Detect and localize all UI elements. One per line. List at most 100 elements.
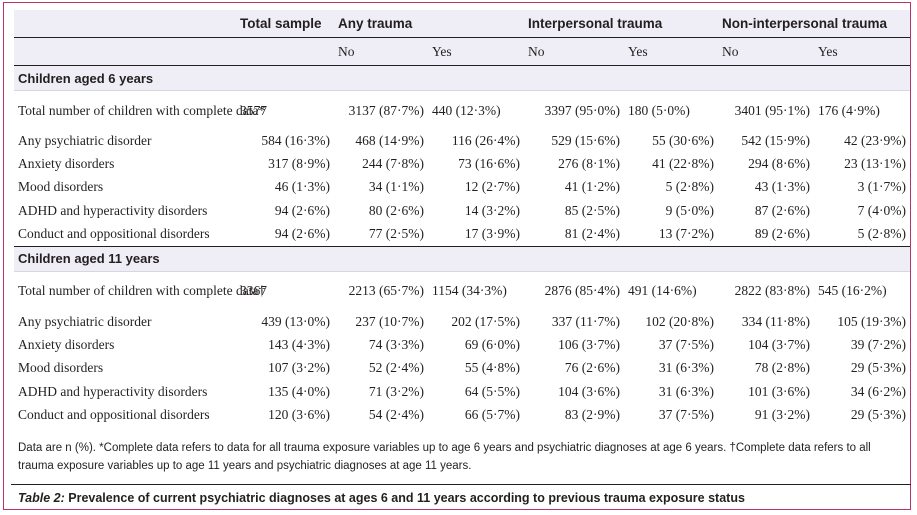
cell-any-yes: 1154 (34·3%) [432, 283, 507, 299]
cell-total: 107 (3·2%) [268, 360, 330, 376]
cell-any-yes: 116 (26·4%) [451, 132, 520, 148]
any-trauma-header: Any trauma [334, 10, 524, 38]
table-notes: Data are n (%). *Complete data refers to… [18, 442, 871, 472]
caption-label: Table 2: [18, 491, 65, 505]
cell-non-no: 89 (2·6%) [754, 226, 811, 242]
table-row: Any psychiatric disorder 584 (16·3%) 468 (… [14, 129, 910, 152]
cell-non-no: 3401 (95·1%) [734, 102, 811, 118]
any-trauma-no-header: No [334, 37, 428, 66]
cell-any-no: 77 (2·5%) [368, 226, 424, 242]
cell-inter-yes: 37 (7·5%) [658, 407, 715, 423]
cell-inter-yes: 180 (5·0%) [628, 102, 690, 118]
cell-inter-yes: 9 (5·0%) [665, 202, 715, 218]
cell-non-no: 87 (2·6%) [754, 202, 811, 218]
cell-total: 317 (8·9%) [268, 156, 330, 172]
row-label: Conduct and oppositional disorders [18, 226, 210, 242]
cell-inter-yes: 55 (30·6%) [652, 132, 715, 148]
cell-inter-yes: 37 (7·5%) [658, 337, 715, 353]
cell-non-yes: 176 (4·9%) [818, 102, 880, 118]
table-row: Anxiety disorders 143 (4·3%) 74 (3·3%) 69 (… [14, 333, 910, 356]
cell-non-yes: 39 (7·2%) [850, 337, 907, 353]
cell-inter-no: 529 (15·6%) [551, 132, 620, 148]
cell-any-yes: 73 (16·6%) [458, 156, 520, 172]
cell-any-no: 34 (1·1%) [368, 179, 424, 195]
cell-inter-no: 106 (3·7%) [558, 337, 620, 353]
cell-any-no: 237 (10·7%) [355, 313, 424, 329]
cell-inter-no: 104 (3·6%) [558, 383, 620, 399]
cell-total: 439 (13·0%) [261, 313, 330, 329]
cell-inter-yes: 5 (2·8%) [665, 179, 715, 195]
cell-any-yes: 17 (3·9%) [464, 226, 520, 242]
row-label: ADHD and hyperactivity disorders [18, 383, 208, 399]
row-label: Anxiety disorders [18, 337, 115, 353]
cell-inter-no: 83 (2·9%) [564, 407, 620, 423]
row-label: Total number of children with complete d… [18, 102, 266, 118]
cell-any-no: 74 (3·3%) [368, 337, 424, 353]
cell-non-no: 334 (11·8%) [741, 313, 811, 329]
cell-non-yes: 29 (5·3%) [850, 407, 907, 423]
cell-any-no: 80 (2·6%) [368, 202, 424, 218]
table-row: Conduct and oppositional disorders 120 (3… [14, 404, 910, 427]
cell-total: 143 (4·3%) [268, 337, 330, 353]
cell-any-yes: 64 (5·5%) [464, 383, 520, 399]
row-label: Any psychiatric disorder [18, 313, 152, 329]
cell-non-yes: 34 (6·2%) [850, 383, 907, 399]
table-row: Conduct and oppositional disorders 94 (2·… [14, 223, 910, 247]
section-title: Children aged 6 years [14, 65, 911, 91]
cell-any-no: 71 (3·2%) [368, 383, 424, 399]
cell-non-yes: 23 (13·1%) [844, 156, 907, 172]
table-caption: Table 2: Prevalence of current psychiatr… [11, 484, 911, 511]
cell-non-no: 104 (3·7%) [748, 337, 811, 353]
table-row: Mood disorders 46 (1·3%) 34 (1·1%) 12 (2·7%… [14, 176, 910, 199]
table-row: Total number of children with complete d… [14, 91, 910, 130]
cell-inter-yes: 31 (6·3%) [658, 360, 715, 376]
caption-text: Prevalence of current psychiatric diagno… [64, 491, 745, 505]
cell-any-no: 244 (7·8%) [362, 156, 424, 172]
cell-inter-no: 85 (2·5%) [564, 202, 620, 218]
cell-non-no: 294 (8·6%) [748, 156, 811, 172]
cell-inter-no: 3397 (95·0%) [544, 102, 620, 118]
cell-inter-no: 41 (1·2%) [564, 179, 620, 195]
non-interpersonal-no-header: No [718, 37, 815, 66]
cell-any-yes: 440 (12·3%) [432, 102, 501, 118]
cell-non-yes: 545 (16·2%) [818, 283, 887, 299]
row-label: ADHD and hyperactivity disorders [18, 202, 208, 218]
interpersonal-no-header: No [524, 37, 624, 66]
cell-any-yes: 14 (3·2%) [464, 202, 520, 218]
cell-any-no: 54 (2·4%) [368, 407, 424, 423]
cell-inter-no: 76 (2·6%) [564, 360, 620, 376]
row-label: Conduct and oppositional disorders [18, 407, 210, 423]
cell-non-no: 78 (2·8%) [754, 360, 811, 376]
interpersonal-yes-header: Yes [624, 37, 719, 66]
cell-non-yes: 7 (4·0%) [857, 202, 907, 218]
cell-inter-yes: 491 (14·6%) [628, 283, 697, 299]
cell-any-no: 468 (14·9%) [355, 132, 424, 148]
cell-total: 94 (2·6%) [274, 202, 330, 218]
cell-inter-no: 81 (2·4%) [564, 226, 620, 242]
row-label: Mood disorders [18, 360, 104, 376]
cell-inter-yes: 41 (22·8%) [652, 156, 715, 172]
cell-non-no: 43 (1·3%) [754, 179, 811, 195]
cell-any-yes: 66 (5·7%) [464, 407, 520, 423]
cell-inter-yes: 31 (6·3%) [658, 383, 715, 399]
cell-total: 120 (3·6%) [268, 407, 330, 423]
cell-non-yes: 105 (19·3%) [837, 313, 907, 329]
cell-total: 94 (2·6%) [274, 226, 330, 242]
table-row: Anxiety disorders 317 (8·9%) 244 (7·8%) 73 … [14, 152, 910, 175]
non-interpersonal-yes-header: Yes [814, 37, 911, 66]
cell-non-yes: 42 (23·9%) [844, 132, 907, 148]
cell-total: 584 (16·3%) [261, 132, 330, 148]
row-label: Anxiety disorders [18, 156, 115, 172]
cell-any-yes: 12 (2·7%) [464, 179, 520, 195]
cell-inter-no: 337 (11·7%) [551, 313, 620, 329]
section-title: Children aged 11 years [14, 245, 911, 272]
table-row: Any psychiatric disorder 439 (13·0%) 237 (… [14, 310, 910, 333]
cell-non-yes: 29 (5·3%) [850, 360, 907, 376]
cell-inter-no: 2876 (85·4%) [544, 283, 620, 299]
cell-total: 46 (1·3%) [274, 179, 330, 195]
data-table: Total sample Any trauma Interpersonal tr… [14, 10, 911, 427]
cell-non-no: 542 (15·9%) [741, 132, 811, 148]
table-row: ADHD and hyperactivity disorders 135 (4·0… [14, 380, 910, 403]
section-row: Children aged 6 years [14, 65, 911, 91]
non-interpersonal-trauma-header: Non-interpersonal trauma [718, 10, 911, 38]
